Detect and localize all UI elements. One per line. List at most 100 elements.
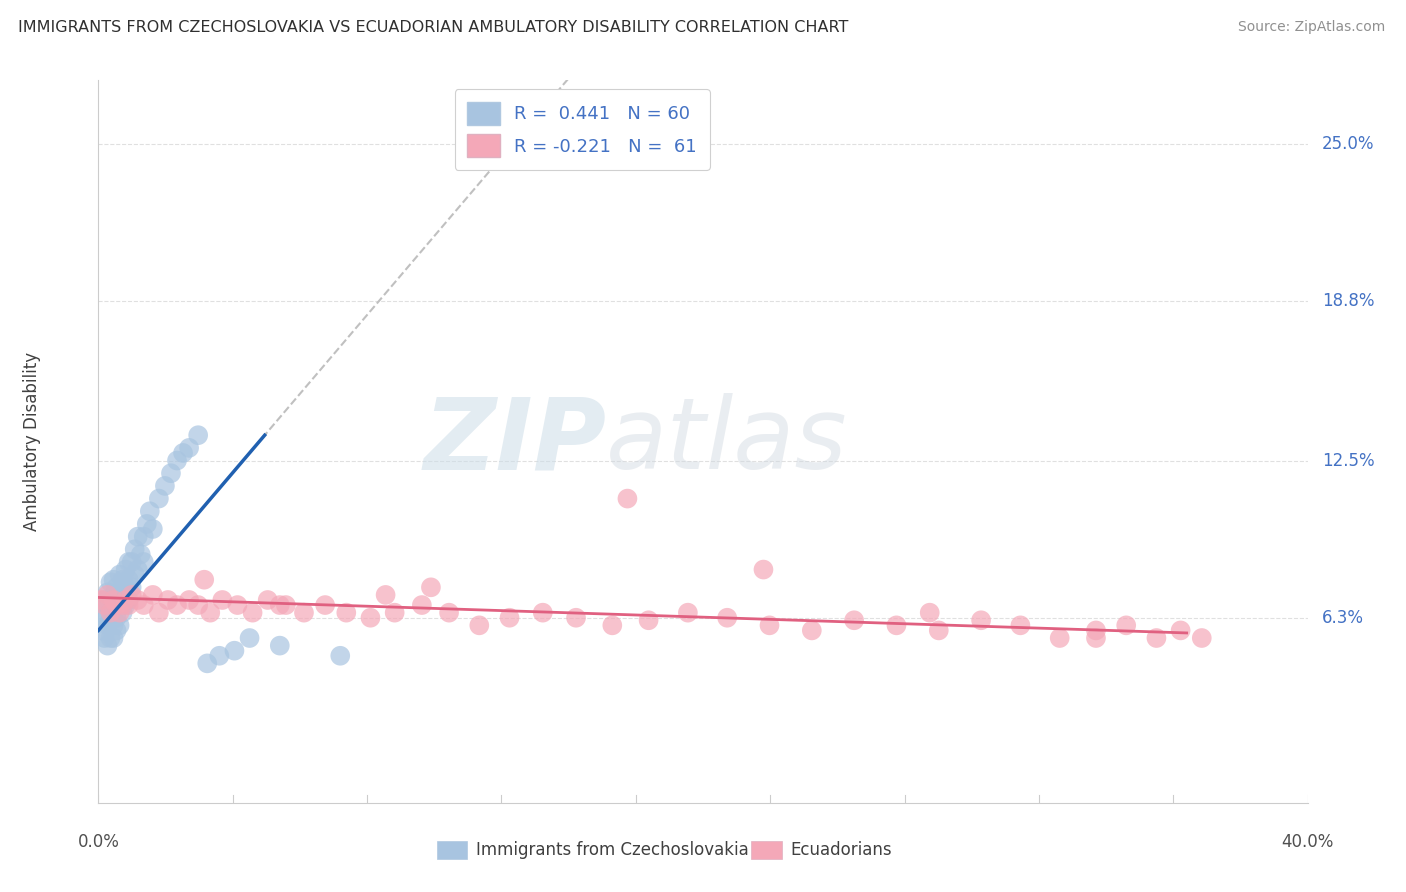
Point (96, 598, 118, 612)
Point (135, 516, 157, 531)
Point (103, 588, 125, 602)
Point (105, 580, 128, 594)
Point (124, 567, 146, 582)
Point (166, 598, 188, 612)
Point (1170, 624, 1192, 638)
Point (437, 606, 460, 620)
Point (129, 547, 152, 561)
Point (132, 598, 155, 612)
Point (498, 611, 520, 625)
Point (100, 593, 122, 607)
Point (103, 573, 125, 587)
Point (111, 588, 134, 602)
Point (329, 648, 352, 663)
Point (124, 542, 146, 557)
Point (752, 563, 775, 577)
Point (100, 606, 122, 620)
Point (148, 606, 170, 620)
Point (93, 593, 115, 607)
Point (127, 593, 149, 607)
Point (153, 479, 176, 493)
Point (1144, 631, 1167, 645)
Point (468, 618, 491, 632)
Point (156, 593, 179, 607)
Point (676, 606, 699, 620)
Text: 40.0%: 40.0% (1281, 833, 1334, 851)
Point (166, 453, 188, 467)
Text: 25.0%: 25.0% (1322, 135, 1375, 153)
Point (148, 491, 170, 506)
Point (242, 606, 264, 620)
Point (172, 446, 194, 460)
Point (531, 606, 554, 620)
Text: IMMIGRANTS FROM CZECHOSLOVAKIA VS ECUADORIAN AMBULATORY DISABILITY CORRELATION C: IMMIGRANTS FROM CZECHOSLOVAKIA VS ECUADO… (18, 20, 849, 35)
Point (918, 606, 941, 620)
Point (139, 504, 162, 518)
Point (374, 588, 396, 602)
Point (108, 585, 131, 599)
Point (384, 606, 406, 620)
Point (96, 588, 118, 602)
Text: ZIP: ZIP (423, 393, 606, 490)
Point (108, 618, 131, 632)
Point (616, 491, 638, 506)
Point (314, 598, 336, 612)
Legend: R =  0.441   N = 60, R = -0.221   N =  61: R = 0.441 N = 60, R = -0.221 N = 61 (454, 89, 710, 170)
Point (360, 611, 382, 625)
Point (142, 522, 165, 536)
Point (96, 639, 118, 653)
Point (1115, 618, 1137, 632)
Point (844, 613, 866, 627)
Point (224, 643, 246, 657)
Point (105, 598, 128, 612)
Point (103, 606, 125, 620)
Text: 0.0%: 0.0% (77, 833, 120, 851)
Text: atlas: atlas (606, 393, 848, 490)
Point (121, 588, 143, 602)
Point (758, 618, 780, 632)
Point (108, 598, 131, 612)
Text: Immigrants from Czechoslovakia: Immigrants from Czechoslovakia (475, 841, 748, 859)
Point (1049, 631, 1071, 645)
Point (602, 618, 624, 632)
Point (411, 598, 433, 612)
Point (420, 580, 443, 594)
Point (93, 598, 115, 612)
Point (127, 563, 149, 577)
Point (105, 611, 128, 625)
Point (179, 593, 201, 607)
Point (142, 588, 165, 602)
Point (269, 598, 291, 612)
Point (274, 598, 297, 612)
Point (100, 575, 122, 590)
Point (928, 624, 950, 638)
Text: Ecuadorians: Ecuadorians (790, 841, 891, 859)
Point (114, 580, 136, 594)
Point (111, 598, 134, 612)
Point (100, 631, 122, 645)
FancyBboxPatch shape (437, 841, 467, 859)
Point (269, 639, 291, 653)
Point (195, 657, 218, 671)
Text: Source: ZipAtlas.com: Source: ZipAtlas.com (1237, 20, 1385, 34)
Point (886, 618, 908, 632)
Point (93, 631, 115, 645)
Point (187, 598, 209, 612)
Point (200, 606, 222, 620)
Text: 18.8%: 18.8% (1322, 292, 1375, 310)
Point (121, 555, 143, 569)
Text: 12.5%: 12.5% (1322, 451, 1375, 469)
Point (132, 555, 155, 569)
Text: Ambulatory Disability: Ambulatory Disability (22, 352, 41, 531)
Point (96, 585, 118, 599)
Point (239, 631, 262, 645)
Point (208, 648, 231, 663)
Point (226, 598, 249, 612)
Point (96, 618, 118, 632)
Point (637, 613, 659, 627)
Point (118, 593, 141, 607)
Point (103, 618, 125, 632)
Point (179, 441, 201, 455)
Text: 6.3%: 6.3% (1322, 608, 1364, 627)
Point (108, 606, 131, 620)
